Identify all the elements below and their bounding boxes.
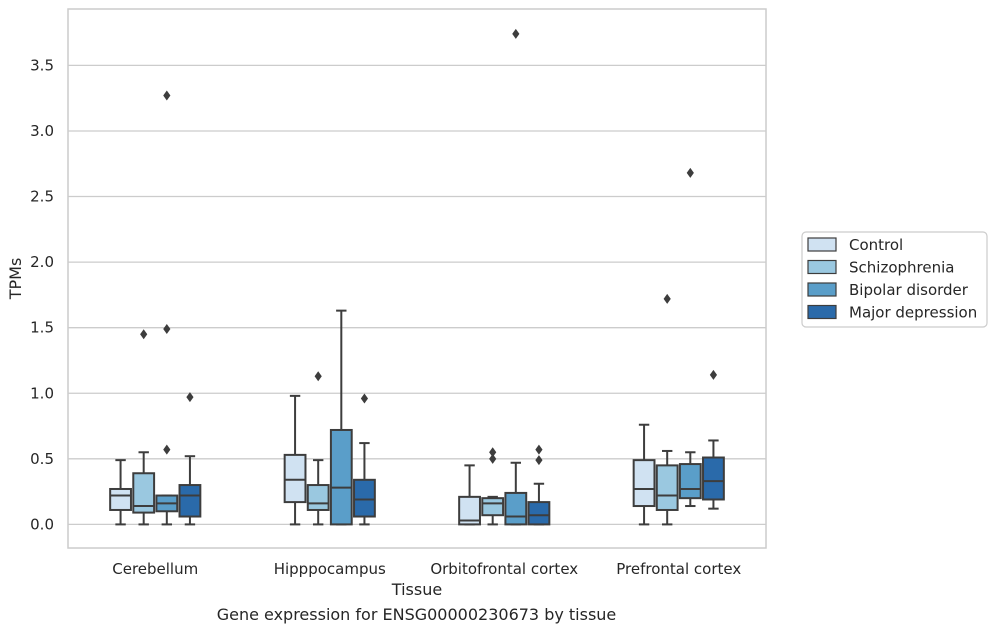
legend-label: Schizophrenia xyxy=(849,259,954,277)
box-iqr xyxy=(702,456,725,501)
series-major-depression xyxy=(178,369,725,526)
box-iqr xyxy=(132,472,156,514)
outlier-point xyxy=(163,323,171,334)
box-iqr xyxy=(481,497,505,517)
box-iqr xyxy=(527,501,551,526)
box-series xyxy=(109,28,725,526)
box-iqr xyxy=(306,484,330,511)
outlier-point xyxy=(535,455,543,466)
box xyxy=(481,447,505,526)
legend: Control Schizophrenia Bipolar disorder Majo… xyxy=(801,231,988,328)
box xyxy=(329,309,353,526)
y-tick-labels: 0.0 0.5 1.0 1.5 2.0 2.5 3.0 3.5 xyxy=(30,56,54,533)
box xyxy=(702,369,725,510)
outlier-point xyxy=(663,293,671,304)
box xyxy=(155,90,179,526)
y-tick-label: 0.0 xyxy=(30,515,54,533)
box xyxy=(632,423,656,526)
legend-label: Bipolar disorder xyxy=(849,281,969,299)
outlier-point xyxy=(314,371,322,382)
box-iqr xyxy=(632,459,656,508)
box xyxy=(109,459,132,526)
box xyxy=(306,371,330,526)
y-axis-label: TPMs xyxy=(6,258,25,301)
legend-swatch xyxy=(807,237,837,252)
outlier-point xyxy=(709,369,718,380)
box xyxy=(283,394,307,526)
series-control xyxy=(109,394,656,526)
legend-label: Control xyxy=(849,236,903,254)
box-iqr xyxy=(458,495,481,526)
box-iqr xyxy=(678,463,702,500)
y-tick-label: 3.5 xyxy=(30,56,54,74)
outlier-point xyxy=(489,447,497,458)
box xyxy=(132,329,156,526)
legend-swatch xyxy=(807,259,837,275)
box xyxy=(678,167,702,508)
legend-frame xyxy=(801,231,988,328)
y-tick-label: 0.5 xyxy=(30,450,54,468)
y-tick-label: 3.0 xyxy=(30,122,54,140)
box xyxy=(655,293,679,526)
legend-label: Major depression xyxy=(849,304,977,322)
outlier-point xyxy=(163,444,171,455)
x-axis-label: Tissue xyxy=(391,580,442,599)
outlier-point xyxy=(512,28,520,39)
box-iqr xyxy=(353,478,376,518)
y-tick-label: 1.5 xyxy=(30,319,54,337)
box xyxy=(178,392,202,526)
box-iqr xyxy=(178,484,202,518)
y-tick-label: 1.0 xyxy=(30,384,54,402)
x-tick-label: Orbitofrontal cortex xyxy=(430,560,578,578)
legend-swatch xyxy=(807,304,837,320)
box-iqr xyxy=(504,491,528,526)
series-bipolar-disorder xyxy=(155,28,702,526)
outlier-point xyxy=(186,392,194,403)
box-iqr xyxy=(109,487,132,511)
box xyxy=(353,393,376,526)
x-tick-labels: Cerebellum Hipppocampus Orbitofrontal cort… xyxy=(112,560,741,578)
figure-caption: Gene expression for ENSG00000230673 by t… xyxy=(216,605,617,624)
outlier-point xyxy=(163,90,171,101)
y-tick-label: 2.0 xyxy=(30,253,54,271)
x-tick-label: Hipppocampus xyxy=(274,560,386,578)
legend-swatch xyxy=(807,282,837,297)
y-tick-label: 2.5 xyxy=(30,188,54,206)
box xyxy=(458,464,481,526)
outlier-point xyxy=(535,444,543,455)
outlier-point xyxy=(360,393,369,404)
box-iqr xyxy=(329,428,353,526)
gridlines xyxy=(68,64,766,526)
plot-frame xyxy=(67,8,767,549)
box xyxy=(527,444,551,526)
outlier-point xyxy=(686,167,694,178)
x-tick-label: Cerebellum xyxy=(112,560,198,578)
outlier-point xyxy=(140,329,148,340)
box-iqr xyxy=(283,453,307,504)
series-schizophrenia xyxy=(132,293,679,526)
box xyxy=(504,28,528,526)
outlier-point xyxy=(489,453,497,464)
box-iqr xyxy=(655,464,679,511)
x-tick-label: Prefrontal cortex xyxy=(616,560,741,578)
